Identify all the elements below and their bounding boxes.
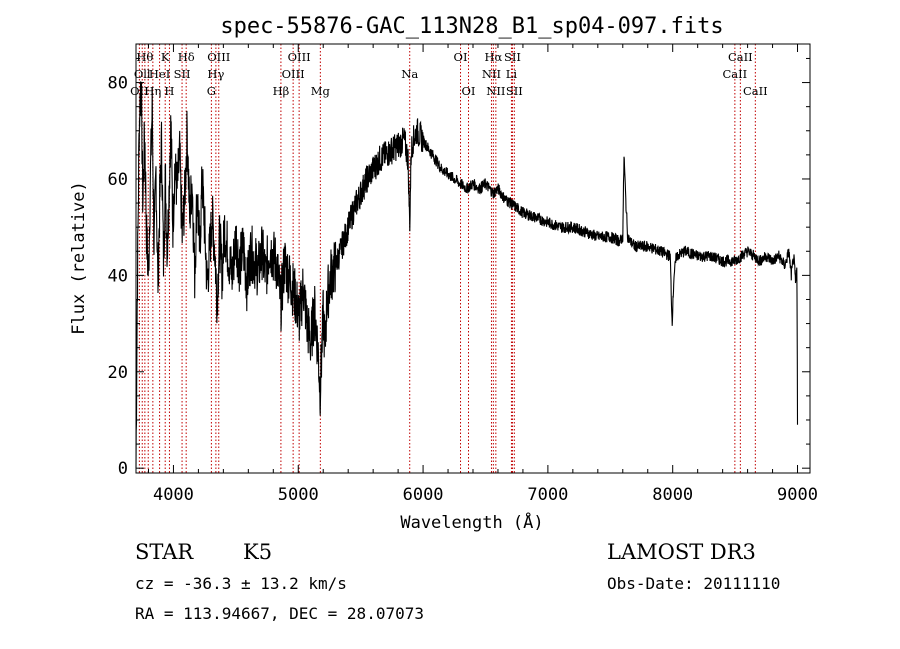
spectrum-line [135, 81, 799, 469]
line-marker-label: Na [401, 67, 418, 81]
redshift-velocity: cz = -36.3 ± 13.2 km/s [135, 574, 347, 593]
line-marker-label: OIII [282, 67, 305, 81]
line-marker-label: CaII [728, 50, 753, 64]
emission-line-markers [138, 44, 756, 473]
line-marker-label: HeI [149, 67, 170, 81]
line-marker-label: K [161, 50, 170, 64]
object-class: STAR [135, 540, 194, 564]
emission-line-labels: OIIOllHθHηHeIKHSIIHδGHγOIIIHβOIIIOIIIMgN… [130, 50, 768, 98]
x-tick-label: 7000 [527, 485, 568, 505]
chart-title: spec-55876-GAC_113N28_B1_sp04-097.fits [220, 14, 723, 39]
x-tick-label: 8000 [652, 485, 693, 505]
y-tick-label: 80 [108, 74, 128, 94]
line-marker-label: Hα [484, 50, 502, 64]
line-marker-label: Hγ [207, 67, 224, 81]
y-tick-label: 60 [108, 170, 128, 190]
line-marker-label: H [164, 84, 174, 98]
line-marker-label: G [207, 84, 216, 98]
y-tick-label: 20 [108, 363, 128, 383]
line-marker-label: Hθ [136, 50, 153, 64]
line-marker-label: Hδ [178, 50, 195, 64]
line-marker-label: OII [130, 84, 149, 98]
coordinates: RA = 113.94667, DEC = 28.07073 [135, 604, 424, 623]
line-marker-label: Oll [134, 67, 151, 81]
line-marker-label: SII [174, 67, 191, 81]
y-axis-label: Flux (relative) [69, 181, 89, 335]
line-marker-label: SII [504, 50, 521, 64]
line-marker-label: NII [486, 84, 505, 98]
line-marker-label: OIII [288, 50, 311, 64]
line-marker-label: Li [506, 67, 518, 81]
x-tick-label: 9000 [777, 485, 818, 505]
line-marker-label: NII [482, 67, 501, 81]
line-marker-label: OI [454, 50, 468, 64]
line-marker-label: CaII [743, 84, 768, 98]
line-marker-label: Mg [311, 84, 331, 98]
x-axis-label: Wavelength (Å) [400, 511, 543, 533]
observation-date: Obs-Date: 20111110 [607, 574, 781, 593]
line-marker-label: OIII [207, 50, 230, 64]
x-tick-label: 4000 [153, 485, 194, 505]
y-tick-label: 0 [118, 459, 128, 479]
x-tick-label: 5000 [278, 485, 319, 505]
line-marker-label: CaII [722, 67, 747, 81]
survey-name: LAMOST DR3 [607, 540, 756, 564]
line-marker-label: OI [462, 84, 476, 98]
x-tick-label: 6000 [403, 485, 444, 505]
y-tick-label: 40 [108, 266, 128, 286]
line-marker-label: SII [506, 84, 523, 98]
axes: 4000 5000 6000 7000 8000 9000 0 20 40 60 80 [108, 44, 818, 505]
object-subclass: K5 [243, 540, 273, 564]
line-marker-label: Hβ [273, 84, 290, 98]
line-marker-label: Hη [144, 84, 161, 98]
